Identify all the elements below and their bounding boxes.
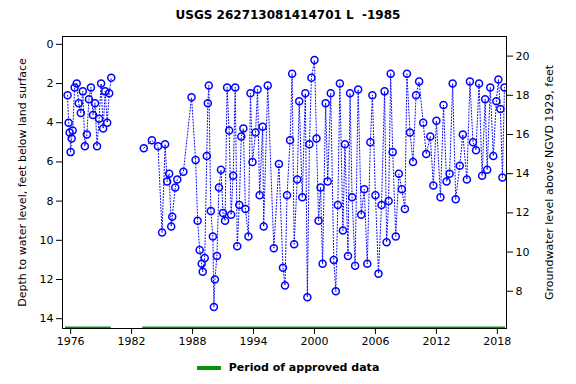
- svg-text:12: 12: [40, 273, 54, 286]
- svg-text:2000: 2000: [300, 335, 328, 348]
- svg-text:2: 2: [47, 77, 54, 90]
- svg-text:1988: 1988: [179, 335, 207, 348]
- svg-text:Depth to water level, feet bel: Depth to water level, feet below land su…: [16, 58, 29, 307]
- svg-text:2012: 2012: [422, 335, 450, 348]
- svg-text:20: 20: [516, 50, 530, 63]
- svg-text:18: 18: [516, 89, 530, 102]
- html-text:Period of approved data: Period of approved data: [228, 361, 380, 374]
- svg-text:1994: 1994: [240, 335, 268, 348]
- svg-text:4: 4: [47, 116, 54, 129]
- svg-text:2006: 2006: [361, 335, 389, 348]
- svg-text:0: 0: [47, 38, 54, 51]
- svg-text:10: 10: [516, 246, 530, 259]
- svg-text:10: 10: [40, 234, 54, 247]
- html-text:USGS 262713081414701 L -1985: USGS 262713081414701 L -1985: [175, 8, 401, 22]
- svg-text:1976: 1976: [57, 335, 85, 348]
- svg-text:14: 14: [40, 312, 54, 325]
- svg-text:2018: 2018: [483, 335, 511, 348]
- svg-text:1982: 1982: [118, 335, 146, 348]
- svg-text:14: 14: [516, 167, 530, 180]
- svg-text:8: 8: [47, 195, 54, 208]
- svg-text:6: 6: [47, 155, 54, 168]
- svg-text:Groundwater level above NGVD 1: Groundwater level above NGVD 1929, feet: [543, 64, 556, 300]
- svg-text:16: 16: [516, 128, 530, 141]
- svg-text:8: 8: [516, 285, 523, 298]
- svg-text:12: 12: [516, 206, 530, 219]
